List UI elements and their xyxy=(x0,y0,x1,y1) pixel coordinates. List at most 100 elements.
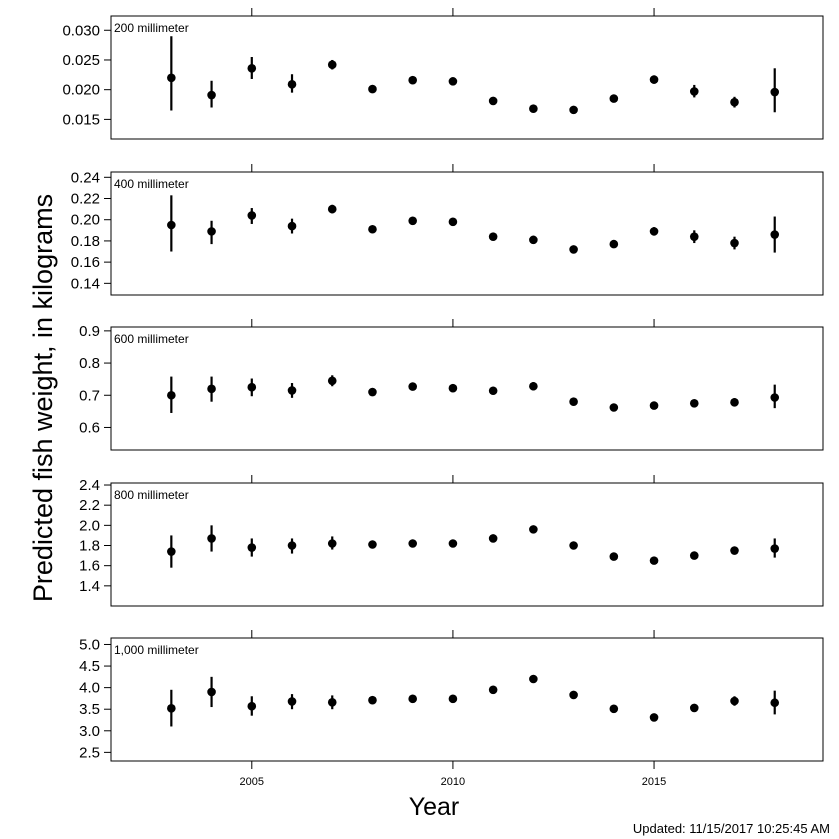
panel-frame xyxy=(110,637,824,762)
data-point xyxy=(730,398,739,407)
y-tick-label: 4.0 xyxy=(79,680,100,697)
data-point xyxy=(368,540,377,549)
panel-frame xyxy=(110,482,824,607)
data-point xyxy=(649,401,659,410)
y-tick-label: 2.4 xyxy=(79,477,100,494)
data-point xyxy=(368,695,377,705)
data-point xyxy=(689,703,699,713)
data-point xyxy=(609,403,619,412)
y-tick-label: 1.6 xyxy=(79,558,100,575)
data-point xyxy=(448,77,458,86)
y-tick-label: 2.0 xyxy=(79,517,100,534)
data-point xyxy=(448,694,458,704)
data-point xyxy=(408,382,417,391)
data-point xyxy=(247,543,257,552)
y-tick-label: 4.5 xyxy=(79,658,100,675)
data-point xyxy=(368,224,377,234)
data-point xyxy=(207,687,216,697)
y-tick-label: 0.24 xyxy=(71,169,100,186)
data-point xyxy=(649,713,659,722)
data-point xyxy=(167,390,176,400)
data-point xyxy=(730,696,739,706)
panel-label: 200 millimeter xyxy=(114,21,189,35)
y-tick-label: 0.7 xyxy=(79,387,100,404)
data-point xyxy=(287,386,297,395)
data-point xyxy=(609,94,619,103)
data-point xyxy=(247,211,257,220)
panel-1: 0.015 0.020 0.025 0.030 200 millimeter xyxy=(62,8,824,140)
data-point xyxy=(448,383,458,393)
data-point xyxy=(448,539,458,548)
data-point xyxy=(609,552,619,561)
panel-label: 800 millimeter xyxy=(114,488,189,502)
data-point xyxy=(609,704,619,714)
data-point xyxy=(529,674,538,684)
data-point xyxy=(167,704,176,713)
data-point xyxy=(770,698,780,708)
data-point xyxy=(207,384,216,394)
data-point xyxy=(488,96,498,106)
data-point xyxy=(488,232,498,241)
panel-frame xyxy=(110,326,824,451)
y-tick-label: 0.025 xyxy=(62,52,100,69)
data-point xyxy=(529,525,538,534)
y-tick-label: 0.020 xyxy=(62,82,100,99)
data-point xyxy=(368,84,377,94)
data-point xyxy=(207,534,216,543)
data-point xyxy=(770,393,780,402)
data-point xyxy=(689,232,699,241)
data-point xyxy=(167,73,176,83)
y-tick-label: 0.22 xyxy=(71,191,100,208)
y-tick-label: 0.18 xyxy=(71,233,100,250)
data-point xyxy=(609,239,619,249)
panel-frame xyxy=(110,15,824,140)
data-point xyxy=(327,204,337,214)
data-point xyxy=(408,216,417,226)
data-point xyxy=(730,238,739,248)
data-point xyxy=(730,97,739,107)
data-point xyxy=(247,701,257,711)
data-point xyxy=(529,104,538,113)
updated-timestamp: Updated: 11/15/2017 10:25:45 AM xyxy=(632,821,830,836)
data-point xyxy=(689,551,699,560)
data-point xyxy=(327,539,337,548)
data-point xyxy=(408,539,417,548)
data-point xyxy=(529,381,538,391)
data-point xyxy=(167,220,176,230)
data-point xyxy=(649,556,659,565)
data-point xyxy=(488,534,498,543)
data-point xyxy=(569,245,578,254)
data-point xyxy=(770,544,780,553)
y-tick-label: 1.4 xyxy=(79,578,100,595)
data-point xyxy=(569,541,578,550)
data-point xyxy=(569,397,578,407)
data-point xyxy=(287,541,297,550)
data-point xyxy=(287,221,297,231)
data-point xyxy=(488,685,498,695)
panel-3: 0.6 0.7 0.8 0.9 600 millimeter xyxy=(79,319,824,451)
data-point xyxy=(448,217,458,227)
data-point xyxy=(247,63,257,73)
x-tick-label: 2005 xyxy=(240,776,264,788)
y-tick-label: 1.8 xyxy=(79,538,100,555)
y-tick-label: 0.16 xyxy=(71,254,100,271)
data-point xyxy=(770,230,780,239)
y-tick-label: 2.2 xyxy=(79,497,100,514)
y-tick-label: 0.9 xyxy=(79,323,100,340)
panel-2: 0.14 0.16 0.18 0.20 0.22 0.24 400 millimeter xyxy=(71,164,824,296)
data-point xyxy=(649,227,659,236)
data-point xyxy=(327,376,337,386)
data-point xyxy=(327,60,337,70)
panel-label: 1,000 millimeter xyxy=(114,643,199,657)
y-tick-label: 0.14 xyxy=(71,275,100,292)
y-tick-label: 0.6 xyxy=(79,419,100,436)
data-point xyxy=(689,87,699,96)
y-tick-label: 0.015 xyxy=(62,111,100,128)
data-point xyxy=(488,386,498,396)
data-point xyxy=(327,698,337,707)
data-point xyxy=(770,87,780,97)
y-axis-label: Predicted fish weight, in kilograms xyxy=(28,194,58,602)
y-tick-label: 5.0 xyxy=(79,636,100,653)
